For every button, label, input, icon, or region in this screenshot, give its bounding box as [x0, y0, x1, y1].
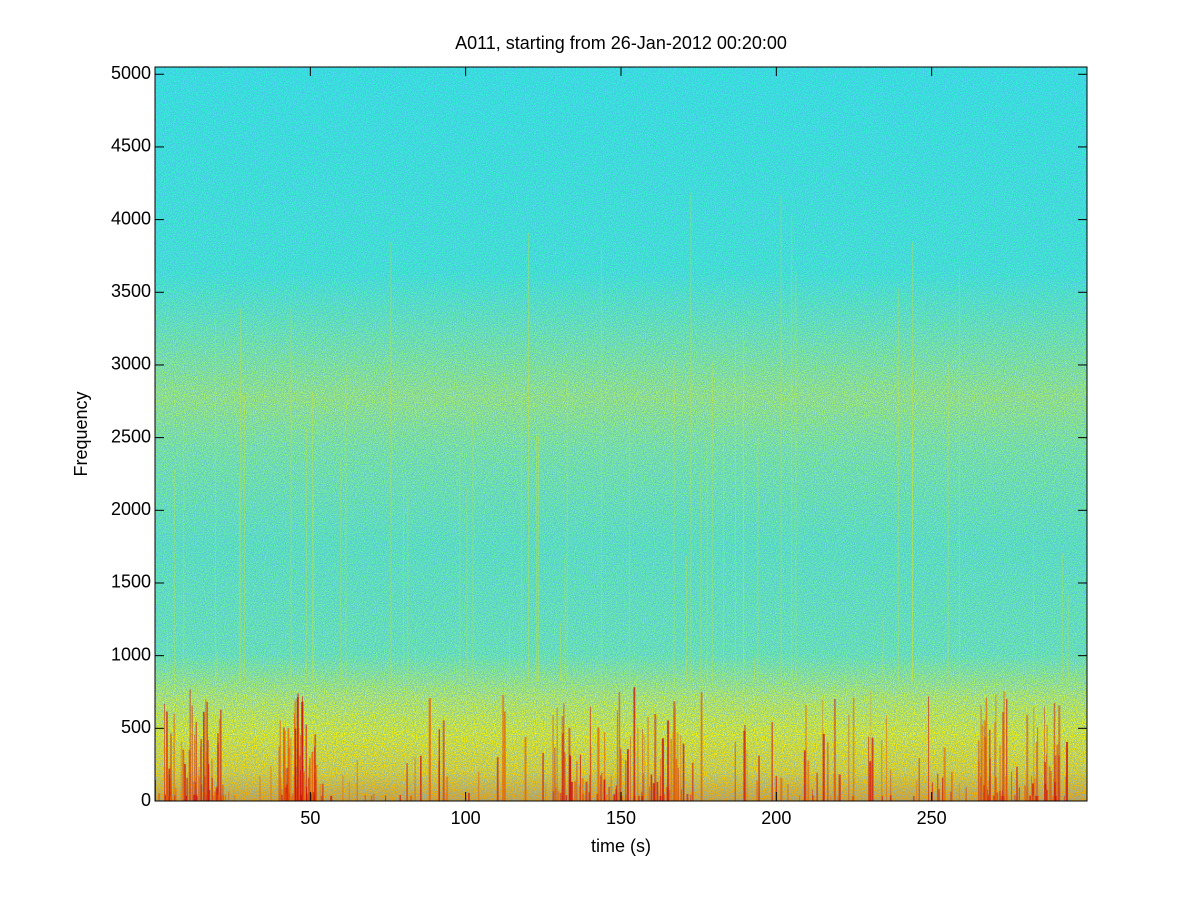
- x-axis-label: time (s): [591, 836, 651, 856]
- spectrogram-noise: [155, 67, 1087, 801]
- y-tick-label: 2500: [111, 426, 151, 446]
- spectrogram-streaks: [155, 192, 1087, 801]
- y-tick-label: 500: [121, 717, 151, 737]
- x-tick-label: 100: [451, 808, 481, 828]
- y-tick-label: 4000: [111, 208, 151, 228]
- y-tick-label: 4500: [111, 136, 151, 156]
- x-tick-label: 150: [606, 808, 636, 828]
- x-tick-label: 250: [917, 808, 947, 828]
- y-tick-label: 1000: [111, 644, 151, 664]
- chart-title: A011, starting from 26-Jan-2012 00:20:00: [455, 33, 787, 53]
- y-tick-label: 3000: [111, 354, 151, 374]
- x-tick-label: 50: [300, 808, 320, 828]
- y-axis-label: Frequency: [71, 391, 91, 476]
- y-tick-label: 2000: [111, 499, 151, 519]
- y-tick-label: 1500: [111, 572, 151, 592]
- spectrogram-image: [155, 67, 1087, 801]
- x-tick-label: 200: [761, 808, 791, 828]
- y-tick-label: 0: [141, 790, 151, 810]
- y-tick-label: 5000: [111, 63, 151, 83]
- y-tick-label: 3500: [111, 281, 151, 301]
